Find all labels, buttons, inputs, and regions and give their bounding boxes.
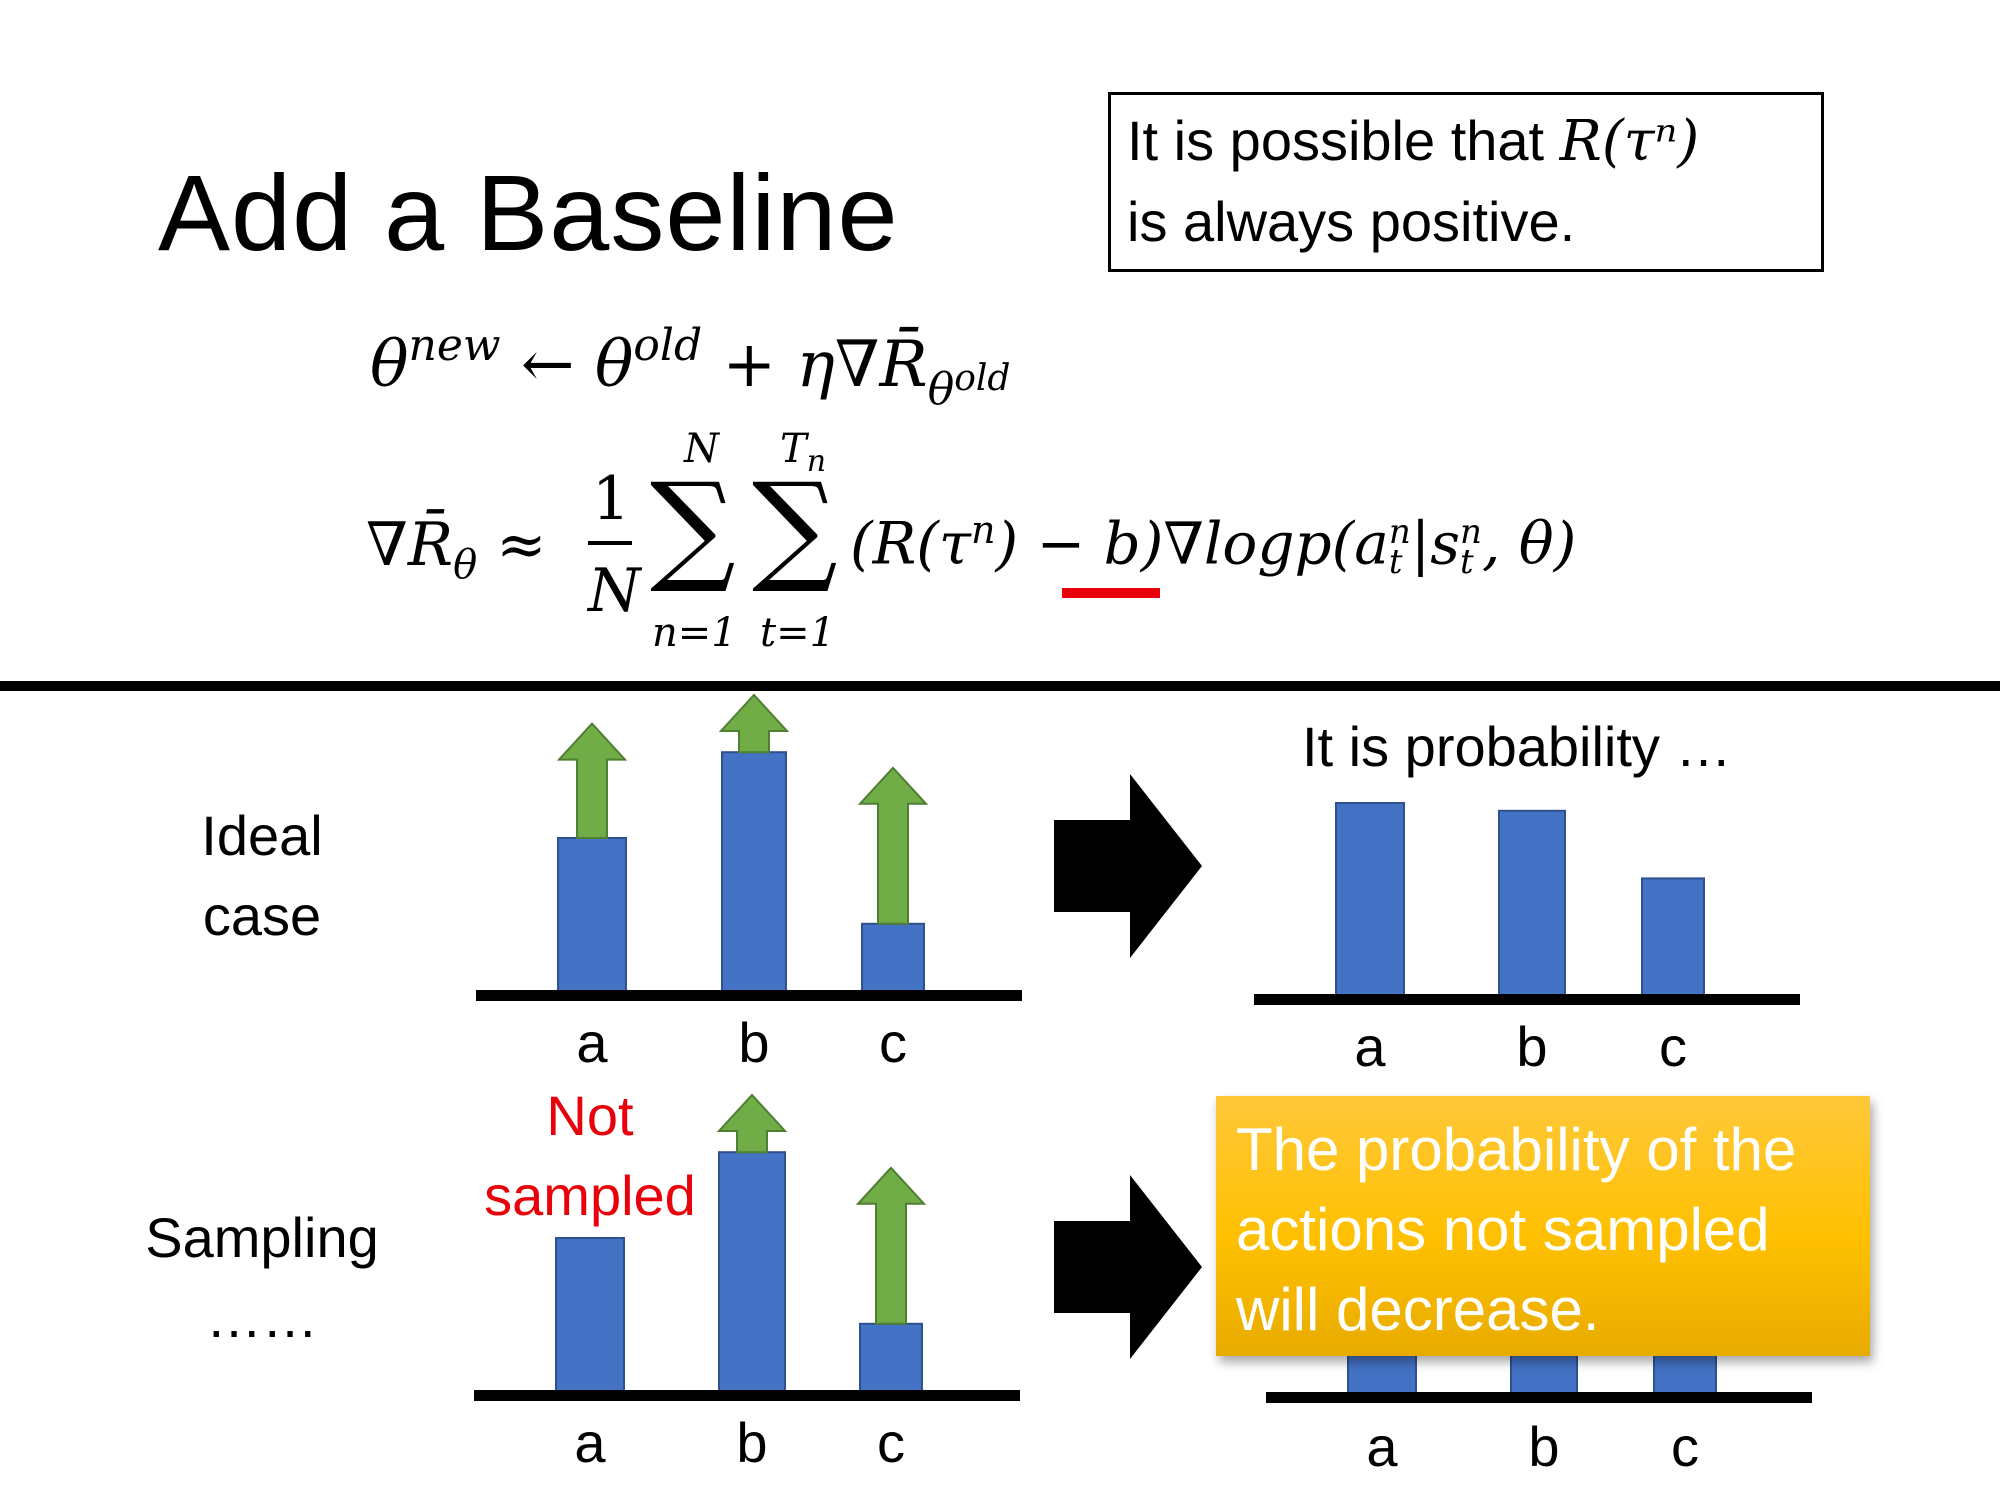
update-arrow-ideal-before-c bbox=[857, 766, 929, 925]
note-line-1: It is possible that bbox=[1127, 109, 1560, 172]
sum2-bottom: t=1 bbox=[760, 610, 836, 656]
axis-sampling-before bbox=[474, 1390, 1020, 1401]
tick-label-sampling-after-c: c bbox=[1671, 1415, 1699, 1478]
sampling-label: Sampling…… bbox=[145, 1206, 379, 1349]
sum2-top: Tn bbox=[780, 426, 827, 479]
decrease-callout: The probability of the actions not sampl… bbox=[1216, 1096, 1870, 1356]
gradient-lhs: ∇R̄θ ≈ bbox=[366, 510, 547, 588]
transition-arrow-icon bbox=[1054, 774, 1202, 958]
fraction-numerator: 1 bbox=[592, 464, 631, 534]
update-equation: θnew ← θold + η∇R̄θold bbox=[370, 320, 1011, 415]
tick-label-ideal-before-a: a bbox=[576, 1011, 608, 1074]
tick-label-sampling-before-b: b bbox=[736, 1411, 767, 1474]
update-arrow-ideal-before-b bbox=[718, 693, 790, 754]
bar-sampling-before-b bbox=[718, 1151, 786, 1395]
note-box: It is possible that R(τⁿ) is always posi… bbox=[1108, 92, 1824, 272]
bar-ideal-before-b bbox=[721, 751, 787, 996]
bar-sampling-before-c bbox=[859, 1322, 923, 1396]
tick-label-ideal-after-c: c bbox=[1659, 1015, 1687, 1078]
tick-label-sampling-after-a: a bbox=[1366, 1415, 1398, 1478]
fraction-bar bbox=[588, 541, 632, 545]
bar-ideal-after-a bbox=[1335, 802, 1405, 999]
tick-label-sampling-before-c: c bbox=[877, 1411, 905, 1474]
bar-sampling-before-a bbox=[555, 1237, 625, 1395]
sum2-sigma: ∑ bbox=[752, 458, 838, 597]
update-arrow-ideal-before-a bbox=[556, 722, 628, 839]
bar-ideal-before-a bbox=[557, 837, 627, 995]
bar-ideal-after-b bbox=[1498, 809, 1566, 999]
axis-ideal-after bbox=[1254, 994, 1800, 1005]
ideal-label: Ideal case bbox=[201, 804, 323, 947]
update-arrow-sampling-before-c bbox=[855, 1166, 927, 1325]
probability-caption: It is probability … bbox=[1302, 715, 1732, 778]
fraction-denominator: N bbox=[588, 556, 641, 626]
baseline-term: − b bbox=[1036, 509, 1141, 578]
not-sampled-label: Not sampled bbox=[484, 1084, 696, 1227]
update-arrow-sampling-before-b bbox=[716, 1093, 788, 1154]
section-divider bbox=[0, 681, 2000, 691]
sum1-top: N bbox=[684, 426, 719, 472]
tick-label-ideal-after-a: a bbox=[1354, 1015, 1386, 1078]
tick-label-sampling-after-b: b bbox=[1528, 1415, 1559, 1478]
slide-title: Add a Baseline bbox=[158, 152, 899, 273]
baseline-underline bbox=[1062, 588, 1160, 598]
gradient-body: (R(τn) − b)∇logp(an t |sn t, θ) bbox=[850, 508, 1577, 583]
tick-label-sampling-before-a: a bbox=[574, 1411, 606, 1474]
transition-arrow-icon bbox=[1054, 1175, 1202, 1359]
sum1-bottom: n=1 bbox=[652, 610, 737, 656]
bar-ideal-after-c bbox=[1641, 877, 1705, 1000]
bar-ideal-before-c bbox=[861, 922, 925, 995]
tick-label-ideal-after-b: b bbox=[1516, 1015, 1547, 1078]
note-line-2: is always positive. bbox=[1127, 190, 1576, 253]
sum1-sigma: ∑ bbox=[650, 458, 736, 597]
tick-label-ideal-before-c: c bbox=[879, 1011, 907, 1074]
note-math: R(τⁿ) bbox=[1559, 109, 1700, 174]
axis-ideal-before bbox=[476, 990, 1022, 1001]
tick-label-ideal-before-b: b bbox=[738, 1011, 769, 1074]
axis-sampling-after bbox=[1266, 1392, 1812, 1403]
